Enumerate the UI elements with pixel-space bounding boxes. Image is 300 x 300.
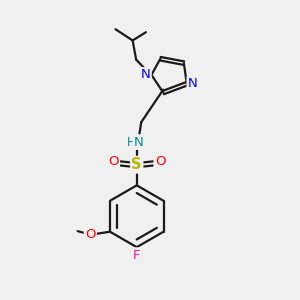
Text: O: O	[108, 155, 119, 168]
Text: N: N	[188, 77, 198, 90]
Text: S: S	[131, 157, 142, 172]
Text: N: N	[141, 68, 151, 81]
Text: N: N	[134, 136, 144, 148]
Text: F: F	[133, 249, 140, 262]
Text: O: O	[85, 228, 95, 241]
Text: H: H	[128, 136, 136, 148]
Text: O: O	[155, 155, 165, 168]
